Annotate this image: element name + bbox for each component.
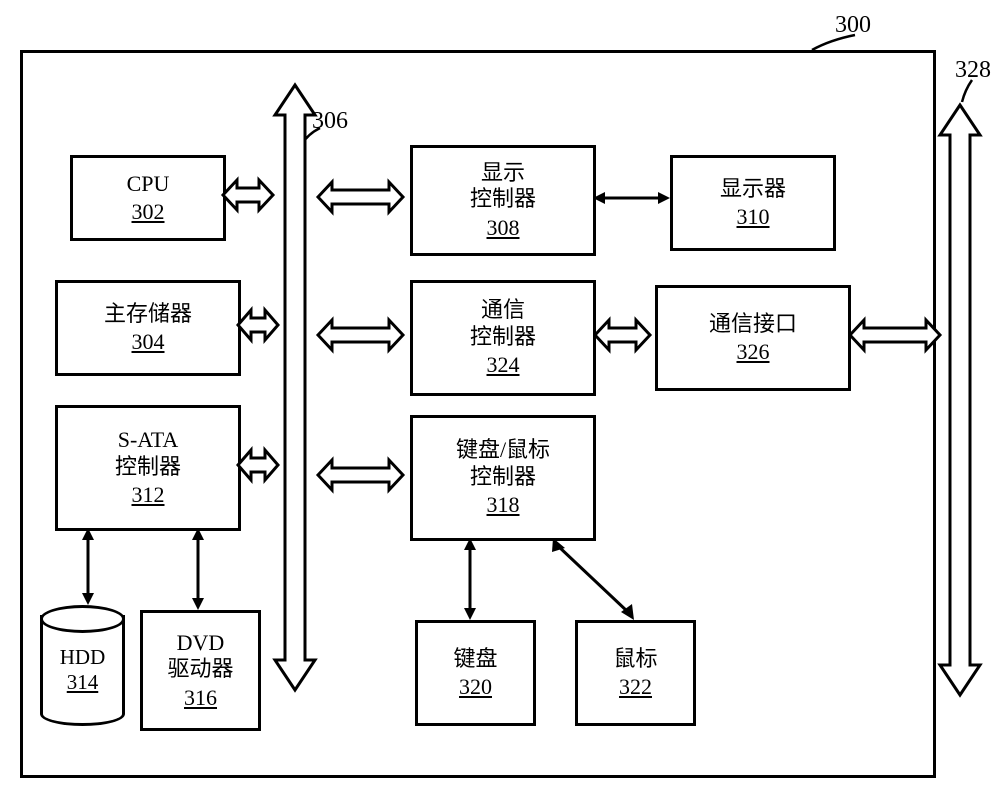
- block-hdd: HDD 314: [40, 605, 125, 725]
- kbd-num: 320: [459, 674, 492, 700]
- kmctl-label1: 键盘/鼠标: [456, 437, 550, 463]
- mouse-label: 鼠标: [613, 646, 657, 672]
- cpu-label: CPU: [127, 171, 170, 197]
- arrow-commctl-commif: [595, 318, 650, 352]
- display-label: 显示器: [720, 176, 786, 202]
- kmctl-label2: 控制器: [470, 464, 536, 490]
- arrow-sata-bus: [238, 448, 278, 482]
- kbd-label: 键盘: [453, 646, 497, 672]
- block-mouse: 鼠标 322: [575, 620, 696, 726]
- dispctl-label1: 显示: [481, 160, 525, 186]
- arrow-sata-hdd: [78, 528, 98, 605]
- block-display: 显示器 310: [670, 155, 836, 251]
- arrow-sata-dvd: [188, 528, 208, 610]
- sata-label1: S-ATA: [118, 427, 179, 453]
- block-sata-controller: S-ATA 控制器 312: [55, 405, 241, 531]
- commif-num: 326: [737, 339, 770, 365]
- display-num: 310: [737, 204, 770, 230]
- commctl-label1: 通信: [481, 297, 525, 323]
- mem-num: 304: [132, 329, 165, 355]
- block-comm-controller: 通信 控制器 324: [410, 280, 596, 396]
- block-main-memory: 主存储器 304: [55, 280, 241, 376]
- arrow-kmctl-mouse: [548, 538, 638, 620]
- arrow-cpu-bus: [223, 178, 273, 212]
- block-cpu: CPU 302: [70, 155, 226, 241]
- dispctl-label2: 控制器: [470, 186, 536, 212]
- arrow-bus-commctl: [318, 318, 403, 352]
- block-keyboard: 键盘 320: [415, 620, 536, 726]
- block-display-controller: 显示 控制器 308: [410, 145, 596, 256]
- arrow-dispctl-display: [593, 188, 670, 208]
- commctl-num: 324: [487, 352, 520, 378]
- arrow-commif-ext: [850, 318, 940, 352]
- hdd-label: HDD: [40, 645, 125, 670]
- arrow-bus-dispctl: [318, 180, 403, 214]
- commctl-label2: 控制器: [470, 324, 536, 350]
- block-dvd-drive: DVD 驱动器 316: [140, 610, 261, 731]
- bus-306: [265, 85, 325, 690]
- arrow-kmctl-kbd: [460, 538, 480, 620]
- dispctl-num: 308: [487, 215, 520, 241]
- dvd-label2: 驱动器: [167, 656, 233, 682]
- arrow-mem-bus: [238, 308, 278, 342]
- kmctl-num: 318: [487, 492, 520, 518]
- diagram-canvas: 300 306 328 CPU 302 主存储器 304 S-ATA 控制器 3…: [0, 0, 1000, 790]
- sata-num: 312: [132, 482, 165, 508]
- cpu-num: 302: [132, 199, 165, 225]
- mouse-num: 322: [619, 674, 652, 700]
- bus-328: [930, 105, 990, 695]
- block-km-controller: 键盘/鼠标 控制器 318: [410, 415, 596, 541]
- hdd-num: 314: [40, 670, 125, 695]
- mem-label: 主存储器: [104, 301, 192, 327]
- dvd-num: 316: [184, 685, 217, 711]
- dvd-label1: DVD: [177, 630, 225, 656]
- block-comm-interface: 通信接口 326: [655, 285, 851, 391]
- commif-label: 通信接口: [709, 311, 797, 337]
- sata-label2: 控制器: [115, 454, 181, 480]
- arrow-bus-kmctl: [318, 458, 403, 492]
